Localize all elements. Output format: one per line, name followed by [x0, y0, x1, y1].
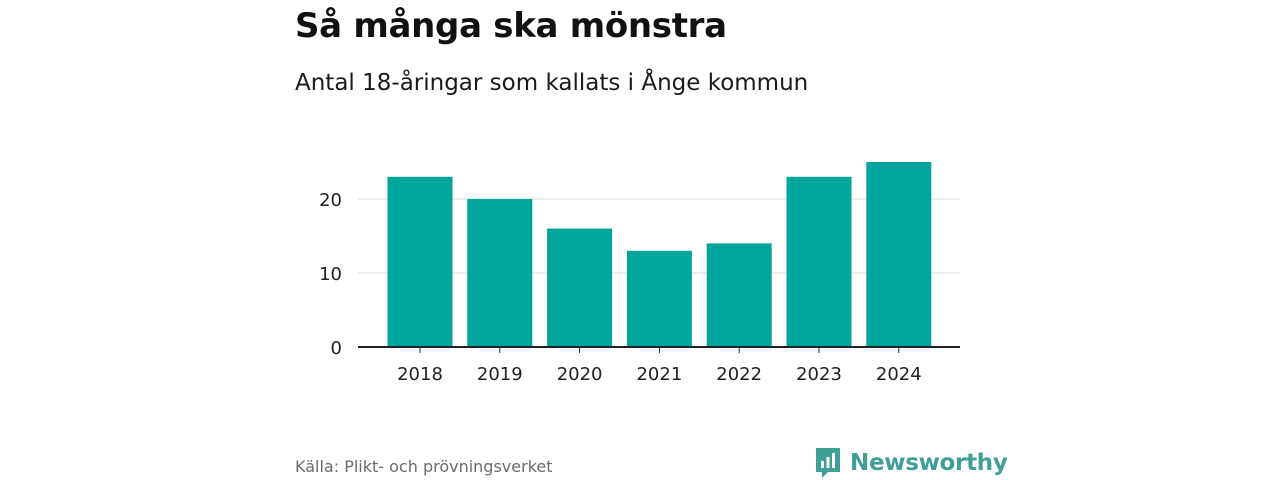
- x-tick-label-2021: 2021: [636, 364, 682, 385]
- x-tick-label-2018: 2018: [397, 364, 443, 385]
- chart-subtitle: Antal 18-åringar som kallats i Ånge komm…: [295, 70, 809, 96]
- x-tick-label-2024: 2024: [876, 364, 922, 385]
- y-tick-label-20: 20: [319, 190, 342, 211]
- brand-name: Newsworthy: [850, 450, 1008, 476]
- bar-2020: [547, 228, 613, 347]
- bar-2023: [786, 176, 852, 347]
- bar-2021: [626, 250, 692, 347]
- x-tick-label-2020: 2020: [557, 364, 603, 385]
- newsworthy-logo: Newsworthy: [814, 446, 1008, 480]
- y-tick-label-10: 10: [319, 264, 342, 285]
- y-tick-label-0: 0: [331, 338, 342, 359]
- x-tick-label-2019: 2019: [477, 364, 523, 385]
- x-tick-label-2022: 2022: [716, 364, 762, 385]
- x-tick-label-2023: 2023: [796, 364, 842, 385]
- bar-2022: [706, 243, 772, 347]
- newsworthy-logo-icon: [816, 448, 840, 478]
- bar-2019: [467, 199, 533, 347]
- source-note: Källa: Plikt- och prövningsverket: [295, 457, 553, 476]
- bars: [387, 162, 932, 347]
- axes: 0 10 20 2018 2019 2020 2021 2022 2023 2024: [319, 190, 960, 385]
- chart-title: Så många ska mönstra: [295, 6, 727, 46]
- bar-2018: [387, 176, 453, 347]
- bar-2024: [866, 162, 932, 347]
